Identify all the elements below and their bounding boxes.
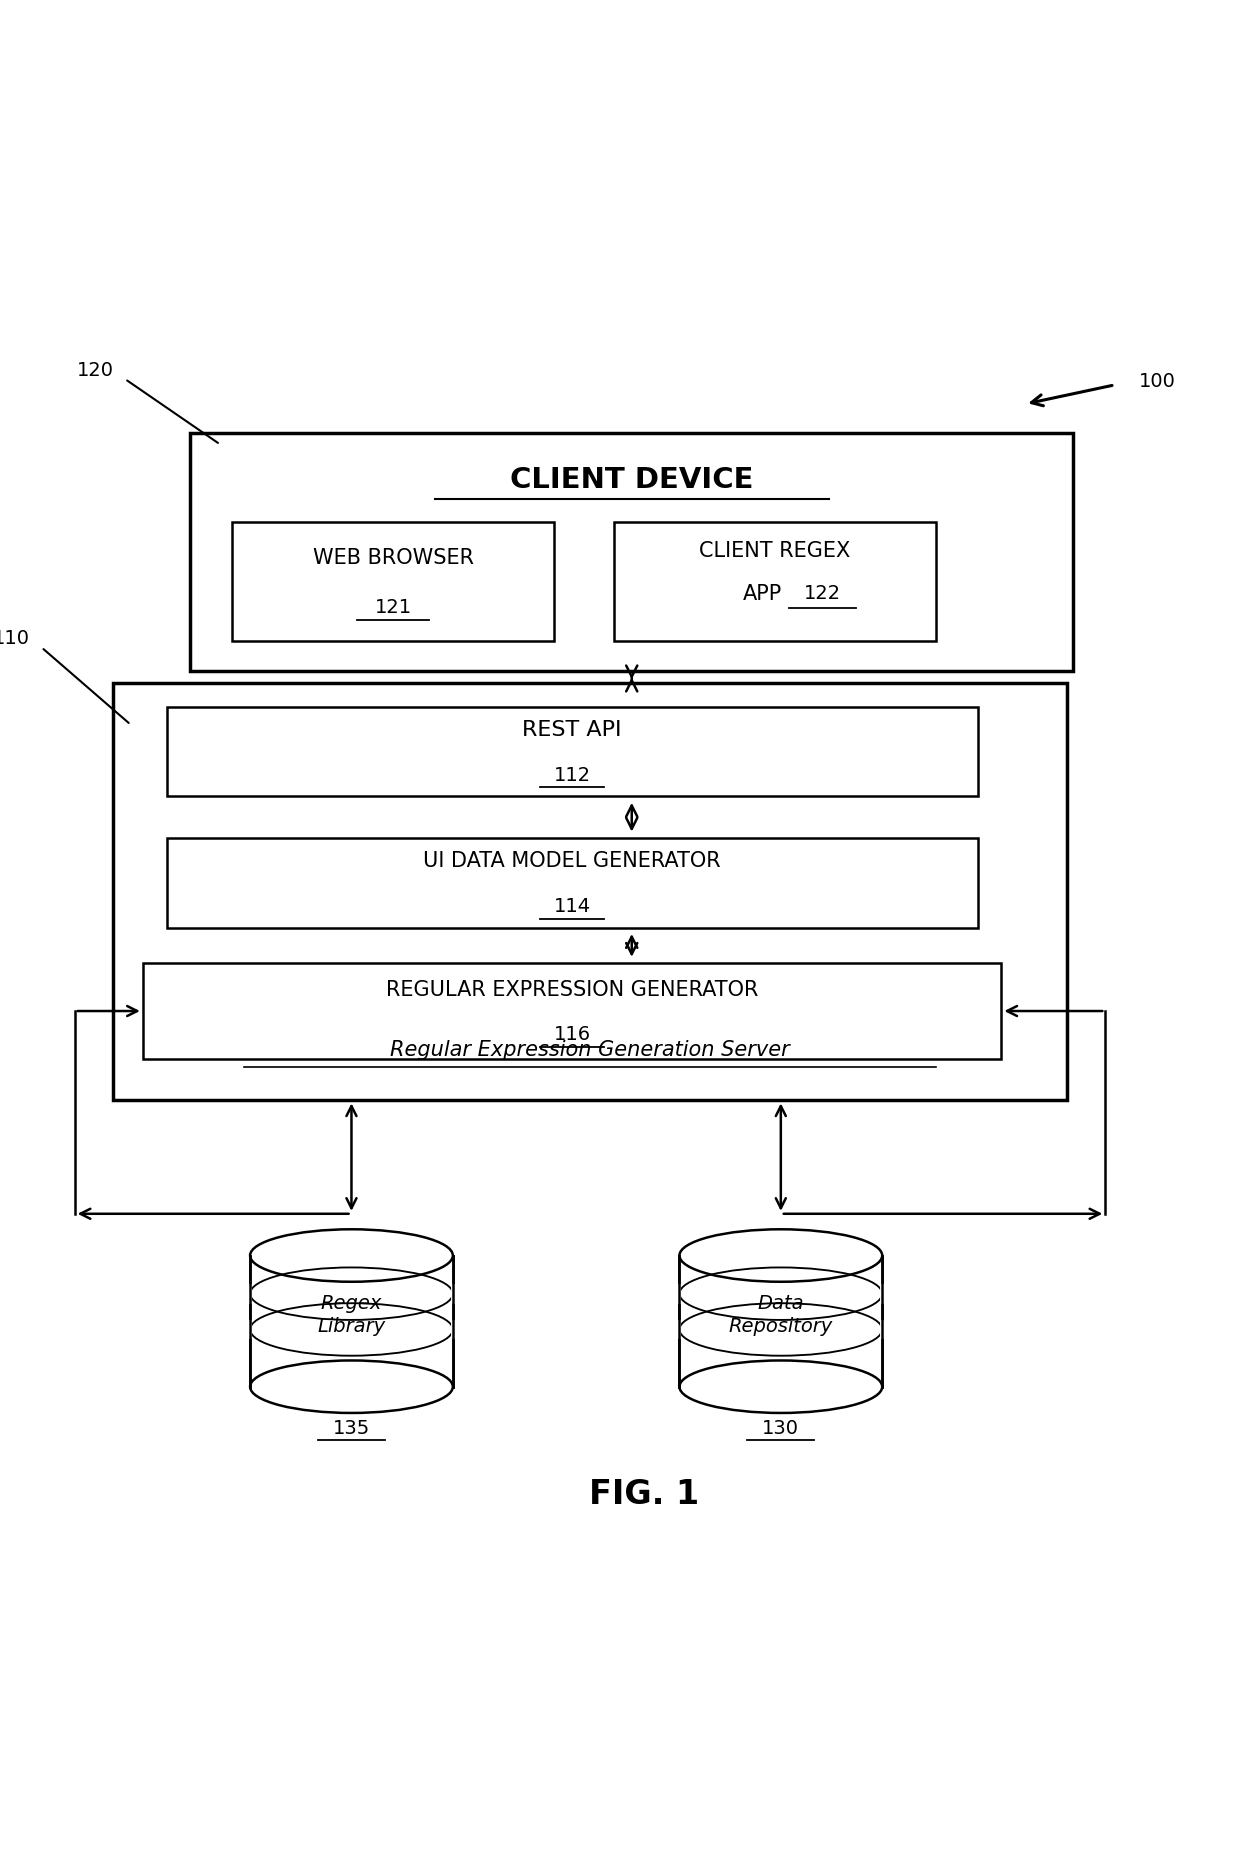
Text: APP: APP	[743, 584, 782, 603]
Text: Regex
Library: Regex Library	[317, 1294, 386, 1337]
Text: 116: 116	[553, 1025, 590, 1044]
Text: 100: 100	[1138, 372, 1176, 390]
Text: UI DATA MODEL GENERATOR: UI DATA MODEL GENERATOR	[423, 851, 720, 872]
Text: 121: 121	[374, 599, 412, 618]
Ellipse shape	[680, 1361, 882, 1413]
Text: 120: 120	[77, 360, 114, 381]
Bar	[614, 523, 936, 640]
Text: FIG. 1: FIG. 1	[589, 1477, 698, 1510]
Bar	[166, 708, 977, 797]
Text: 112: 112	[553, 765, 590, 784]
Bar	[191, 433, 1073, 670]
Ellipse shape	[680, 1228, 882, 1283]
Bar	[232, 523, 554, 640]
Text: 135: 135	[332, 1419, 370, 1438]
Text: 122: 122	[804, 584, 841, 603]
Text: Data
Repository: Data Repository	[729, 1294, 833, 1337]
Text: 114: 114	[553, 898, 590, 917]
Text: CLIENT REGEX: CLIENT REGEX	[699, 541, 851, 560]
Text: 110: 110	[0, 629, 30, 648]
Bar	[166, 838, 977, 928]
Ellipse shape	[250, 1361, 453, 1413]
Bar	[680, 1255, 882, 1387]
Bar	[143, 963, 1002, 1059]
Text: REST API: REST API	[522, 721, 621, 739]
Text: WEB BROWSER: WEB BROWSER	[312, 547, 474, 568]
Text: CLIENT DEVICE: CLIENT DEVICE	[510, 467, 754, 495]
Text: REGULAR EXPRESSION GENERATOR: REGULAR EXPRESSION GENERATOR	[386, 980, 759, 999]
Ellipse shape	[250, 1228, 453, 1283]
Text: Regular Expression Generation Server: Regular Expression Generation Server	[391, 1040, 790, 1060]
Text: 130: 130	[763, 1419, 800, 1438]
Bar	[250, 1255, 453, 1387]
Bar	[113, 683, 1068, 1100]
